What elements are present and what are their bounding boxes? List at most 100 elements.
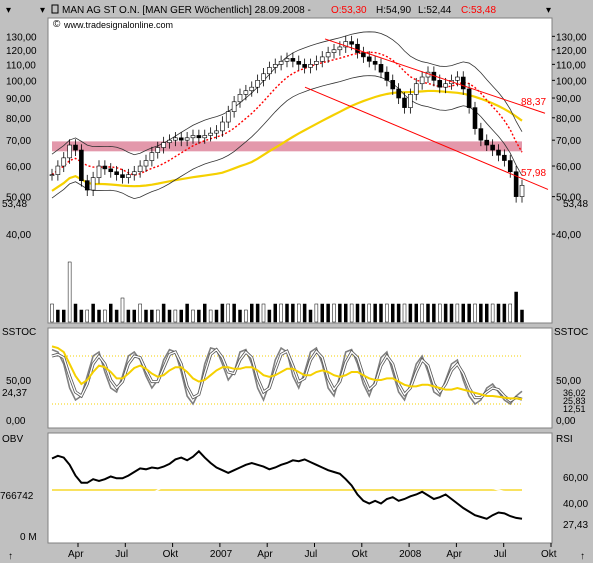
volume-bar (367, 303, 371, 323)
volume-bar (414, 303, 418, 323)
volume-bar (326, 303, 330, 323)
sstoc-ytick-left: 50,00 (6, 376, 31, 387)
sstoc-title-right: SSTOC (554, 327, 588, 338)
candle-body (455, 76, 460, 81)
rsi-ytick-right: 60,00 (563, 473, 588, 484)
candle-body (208, 132, 213, 136)
volume-bar (485, 303, 489, 323)
volume-bar (244, 309, 248, 323)
volume-bar (179, 309, 183, 323)
candle-body (443, 83, 448, 88)
candle-body (396, 88, 401, 99)
volume-bar (214, 309, 219, 323)
candle-body (349, 41, 354, 45)
sstoc-title-left: SSTOC (2, 327, 36, 338)
x-tick-label: Apr (446, 549, 462, 560)
sstoc-line (51, 345, 523, 401)
channel-upper (324, 38, 546, 114)
candle-body (372, 61, 378, 65)
sstoc-value-right: 12,51 (563, 404, 586, 414)
price-ytick-right: 120,00 (556, 46, 587, 57)
watermark: www.tradesignalonline.com (63, 20, 173, 30)
volume-bar (167, 309, 172, 323)
menu-arrow-icon[interactable]: ▾ (6, 5, 11, 16)
volume-bar (391, 303, 395, 323)
volume-bar (302, 303, 307, 323)
candle-body (302, 64, 307, 68)
volume-bar (56, 309, 60, 323)
volume-bar (479, 303, 483, 323)
candle-body (319, 56, 325, 62)
bollinger-lower (51, 75, 523, 200)
candle-body (261, 73, 266, 81)
volume-bar (197, 309, 201, 323)
volume-bar (203, 303, 207, 323)
volume-bar (109, 303, 113, 323)
price-ytick-right: 50,00 (556, 193, 581, 204)
copyright-icon: © (53, 19, 61, 30)
scroll-arrow-right-icon[interactable]: ↑ (580, 551, 585, 562)
candle-body (167, 139, 172, 143)
volume-bar (97, 309, 101, 323)
volume-bar (191, 309, 195, 323)
candle-body (84, 180, 90, 191)
candle-body (237, 94, 243, 103)
volume-bar (420, 303, 424, 323)
volume-bar (85, 309, 89, 323)
obv-value-left: 766742 (0, 491, 34, 502)
volume-bar (132, 309, 136, 323)
candle-body (249, 86, 255, 92)
price-ytick-right: 60,00 (556, 162, 581, 173)
candle-body (296, 61, 302, 65)
candle-body (402, 97, 407, 108)
price-ytick-right: 70,00 (556, 136, 581, 147)
candle-body (255, 80, 260, 88)
volume-bar (126, 309, 131, 323)
candle-body (284, 58, 290, 62)
volume-bar (349, 303, 354, 323)
candle-body (155, 147, 161, 153)
volume-bar (73, 303, 78, 323)
candle-body (325, 52, 331, 58)
x-tick-label: 2007 (210, 549, 233, 560)
scroll-arrow-icon[interactable]: ↑ (8, 551, 13, 562)
candle-body (49, 174, 55, 176)
price-ytick-left: 90,00 (6, 94, 31, 105)
sstoc-line (51, 348, 523, 402)
volume-bar (62, 309, 66, 323)
volume-bar (267, 309, 272, 323)
volume-bar (508, 303, 512, 323)
x-tick-label: Jul (115, 549, 128, 560)
candle-body (137, 165, 143, 173)
x-tick-label: Okt (352, 549, 368, 560)
volume-bar (161, 303, 166, 323)
candle-body (225, 111, 231, 123)
candle-body (355, 43, 360, 53)
sstoc-ytick-right: 50,00 (556, 376, 581, 387)
candle-body (331, 49, 337, 53)
volume-bar (208, 309, 213, 323)
candle-body (55, 165, 61, 175)
candle-body (173, 137, 178, 141)
candle-body (231, 101, 237, 112)
candle-body (178, 137, 184, 141)
rsi-value-right: 27,43 (563, 520, 588, 531)
candle-body (149, 152, 155, 161)
candle-body (390, 80, 396, 90)
sma-line (51, 89, 523, 192)
panel-menu-icon[interactable]: ▾ (546, 5, 551, 16)
volume-bar (291, 303, 295, 323)
volume-bar (261, 303, 266, 323)
channel-lower (304, 86, 549, 190)
rsi-title: RSI (556, 434, 573, 445)
volume-bar (255, 303, 260, 323)
x-tick-label: Okt (163, 549, 179, 560)
x-tick-label: Okt (541, 549, 557, 560)
volume-bar (426, 303, 430, 323)
settings-arrow-icon[interactable]: ▾ (40, 5, 45, 16)
candle-body (378, 64, 384, 73)
volume-bar (314, 303, 319, 323)
header-high: H:54,90 (376, 5, 411, 16)
price-ytick-left: 80,00 (6, 114, 31, 125)
candle-body (90, 177, 96, 191)
